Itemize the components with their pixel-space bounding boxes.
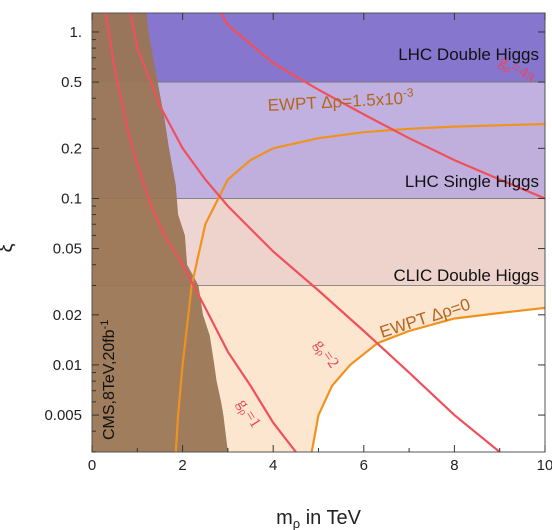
lhc-double-higgs-band-label: LHC Double Higgs (398, 45, 539, 64)
axes: 0 2 4 6 8 10 1. 0.5 0.2 0.1 0.05 0.02 0.01 0.005 mρ in… (0, 13, 552, 530)
x-tick-label: 2 (178, 457, 186, 474)
y-tick-label: 0.05 (53, 241, 82, 258)
clic-double-higgs-band-label: CLIC Double Higgs (393, 266, 539, 285)
lhc-single-higgs-band-label: LHC Single Higgs (405, 172, 539, 191)
x-tick-label: 4 (269, 457, 277, 474)
grho-1-curve (104, 13, 297, 452)
x-tick-label: 8 (450, 457, 458, 474)
x-tick-label: 6 (360, 457, 368, 474)
grho-2-curve-label: gρ=2 (309, 337, 342, 373)
y-tick-label: 0.02 (53, 307, 82, 324)
grho-2-curve (129, 13, 501, 452)
y-tick-label: 0.005 (44, 407, 82, 424)
y-axis-title: ξ (0, 243, 17, 252)
region-fills (92, 13, 545, 452)
cms-exclusion-label: CMS,8TeV,20fb-1 (99, 320, 118, 440)
y-tick-label: 0.2 (61, 140, 82, 157)
x-tick-label: 10 (537, 457, 552, 474)
y-tick-label: 0.5 (61, 74, 82, 91)
y-tick-label: 1. (69, 24, 82, 41)
grho-4pi-curve (220, 13, 545, 200)
x-tick-label: 0 (88, 457, 96, 474)
constraint-lines (104, 13, 545, 452)
x-axis-title: mρ in TeV (276, 507, 362, 530)
y-tick-label: 0.1 (61, 190, 82, 207)
y-tick-label: 0.01 (53, 357, 82, 374)
ewpt-curve-1p5e-3 (174, 122, 545, 452)
